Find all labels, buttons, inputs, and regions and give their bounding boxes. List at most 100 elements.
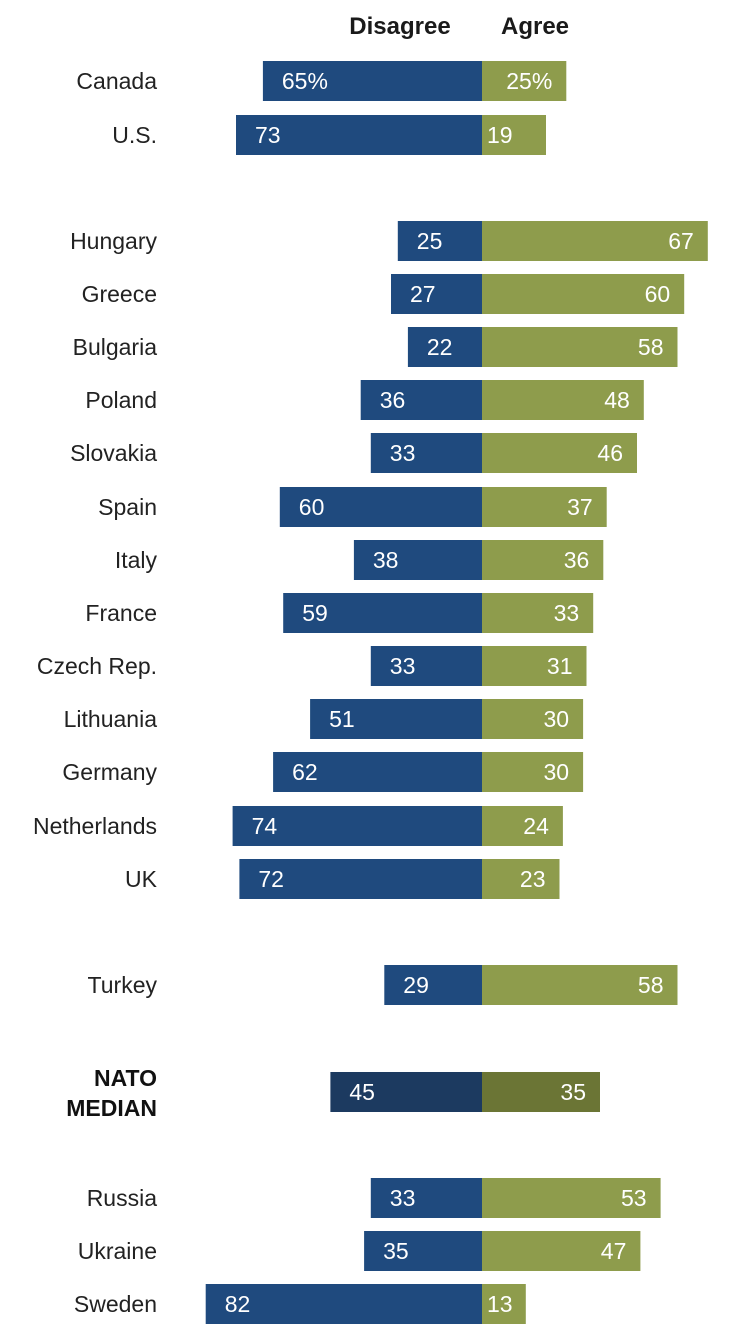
chart-rows: Canada 65% 25% U.S. 73 19 Hungary 25 67 Greece 27 6… bbox=[33, 61, 708, 1324]
disagree-value-label: 51 bbox=[329, 706, 355, 732]
chart-row: Slovakia 33 46 bbox=[70, 433, 637, 473]
disagree-bar bbox=[205, 1284, 482, 1324]
agree-bar bbox=[482, 1072, 600, 1112]
agree-value-label: 48 bbox=[604, 387, 630, 413]
chart-row: Greece 27 60 bbox=[82, 274, 685, 314]
disagree-value-label: 33 bbox=[390, 653, 416, 679]
agree-value-label: 35 bbox=[560, 1079, 586, 1105]
disagree-bar bbox=[370, 646, 482, 686]
agree-value-label: 13 bbox=[487, 1291, 513, 1317]
agree-bar bbox=[482, 115, 546, 155]
country-label: France bbox=[85, 600, 157, 626]
chart-row: Sweden 82 13 bbox=[74, 1284, 526, 1324]
country-label: Czech Rep. bbox=[37, 653, 157, 679]
agree-value-label: 37 bbox=[567, 494, 593, 520]
agree-bar bbox=[482, 752, 584, 792]
disagree-bar bbox=[370, 433, 482, 473]
disagree-value-label: 33 bbox=[390, 1185, 416, 1211]
disagree-bar bbox=[407, 327, 482, 367]
disagree-header: Disagree bbox=[349, 13, 450, 40]
agree-bar bbox=[482, 221, 708, 261]
disagree-value-label: 29 bbox=[403, 972, 429, 998]
chart-row: Czech Rep. 33 31 bbox=[37, 646, 587, 686]
agree-bar bbox=[482, 540, 604, 580]
chart-row: France 59 33 bbox=[85, 593, 594, 633]
disagree-bar bbox=[239, 859, 482, 899]
country-label: Spain bbox=[98, 494, 157, 520]
agree-bar bbox=[482, 699, 584, 739]
agree-value-label: 67 bbox=[668, 228, 694, 254]
disagree-bar bbox=[360, 380, 482, 420]
chart-row: Ukraine 35 47 bbox=[78, 1231, 641, 1271]
disagree-value-label: 60 bbox=[299, 494, 325, 520]
country-label: Bulgaria bbox=[73, 334, 158, 360]
agree-bar bbox=[482, 1178, 661, 1218]
agree-value-label: 30 bbox=[544, 759, 570, 785]
disagree-value-label: 72 bbox=[258, 866, 284, 892]
disagree-value-label: 74 bbox=[252, 813, 278, 839]
disagree-value-label: 65% bbox=[282, 68, 328, 94]
disagree-value-label: 59 bbox=[302, 600, 328, 626]
country-label: Ukraine bbox=[78, 1238, 157, 1264]
agree-bar bbox=[482, 433, 637, 473]
country-label: Poland bbox=[85, 387, 157, 413]
country-label: Netherlands bbox=[33, 813, 157, 839]
country-label: Slovakia bbox=[70, 440, 157, 466]
disagree-value-label: 35 bbox=[383, 1238, 409, 1264]
country-label: U.S. bbox=[112, 122, 157, 148]
disagree-value-label: 33 bbox=[390, 440, 416, 466]
chart-row: NATO MEDIAN 45 35 bbox=[66, 1065, 600, 1121]
disagree-bar bbox=[273, 752, 482, 792]
chart-row: Italy 38 36 bbox=[115, 540, 604, 580]
disagree-value-label: 27 bbox=[410, 281, 436, 307]
country-label: Russia bbox=[87, 1185, 158, 1211]
disagree-value-label: 25 bbox=[417, 228, 443, 254]
agree-value-label: 33 bbox=[554, 600, 580, 626]
disagree-bar bbox=[310, 699, 482, 739]
chart-row: UK 72 23 bbox=[125, 859, 560, 899]
country-label: Hungary bbox=[70, 228, 157, 254]
agree-bar bbox=[482, 593, 594, 633]
disagree-bar bbox=[232, 806, 482, 846]
agree-bar bbox=[482, 380, 644, 420]
disagree-value-label: 62 bbox=[292, 759, 318, 785]
agree-value-label: 25% bbox=[506, 68, 552, 94]
agree-value-label: 31 bbox=[547, 653, 573, 679]
agree-value-label: 47 bbox=[601, 1238, 627, 1264]
country-label: Greece bbox=[82, 281, 157, 307]
agree-bar bbox=[482, 859, 560, 899]
agree-bar bbox=[482, 61, 567, 101]
chart-row: Russia 33 53 bbox=[87, 1178, 661, 1218]
disagree-bar bbox=[353, 540, 482, 580]
disagree-value-label: 36 bbox=[380, 387, 406, 413]
agree-value-label: 53 bbox=[621, 1185, 647, 1211]
chart-row: Netherlands 74 24 bbox=[33, 806, 563, 846]
country-label: Canada bbox=[76, 68, 157, 94]
agree-bar bbox=[482, 646, 587, 686]
agree-value-label: 36 bbox=[564, 547, 590, 573]
disagree-bar bbox=[283, 593, 482, 633]
agree-value-label: 46 bbox=[597, 440, 623, 466]
agree-value-label: 58 bbox=[638, 334, 664, 360]
agree-value-label: 19 bbox=[487, 122, 513, 148]
country-label: Italy bbox=[115, 547, 158, 573]
disagree-value-label: 82 bbox=[225, 1291, 251, 1317]
agree-value-label: 24 bbox=[523, 813, 549, 839]
chart-row: Lithuania 51 30 bbox=[64, 699, 584, 739]
disagree-value-label: 22 bbox=[427, 334, 453, 360]
chart-row: Germany 62 30 bbox=[62, 752, 584, 792]
agree-value-label: 58 bbox=[638, 972, 664, 998]
disagree-value-label: 73 bbox=[255, 122, 281, 148]
disagree-bar bbox=[384, 965, 482, 1005]
chart-row: Canada 65% 25% bbox=[76, 61, 567, 101]
agree-value-label: 23 bbox=[520, 866, 546, 892]
chart-row: Turkey 29 58 bbox=[88, 965, 678, 1005]
country-label: Sweden bbox=[74, 1291, 157, 1317]
disagree-bar bbox=[397, 221, 483, 261]
agree-bar bbox=[482, 327, 678, 367]
agree-bar bbox=[482, 487, 607, 527]
disagree-value-label: 38 bbox=[373, 547, 399, 573]
disagree-bar bbox=[370, 1178, 482, 1218]
disagree-bar bbox=[236, 115, 482, 155]
